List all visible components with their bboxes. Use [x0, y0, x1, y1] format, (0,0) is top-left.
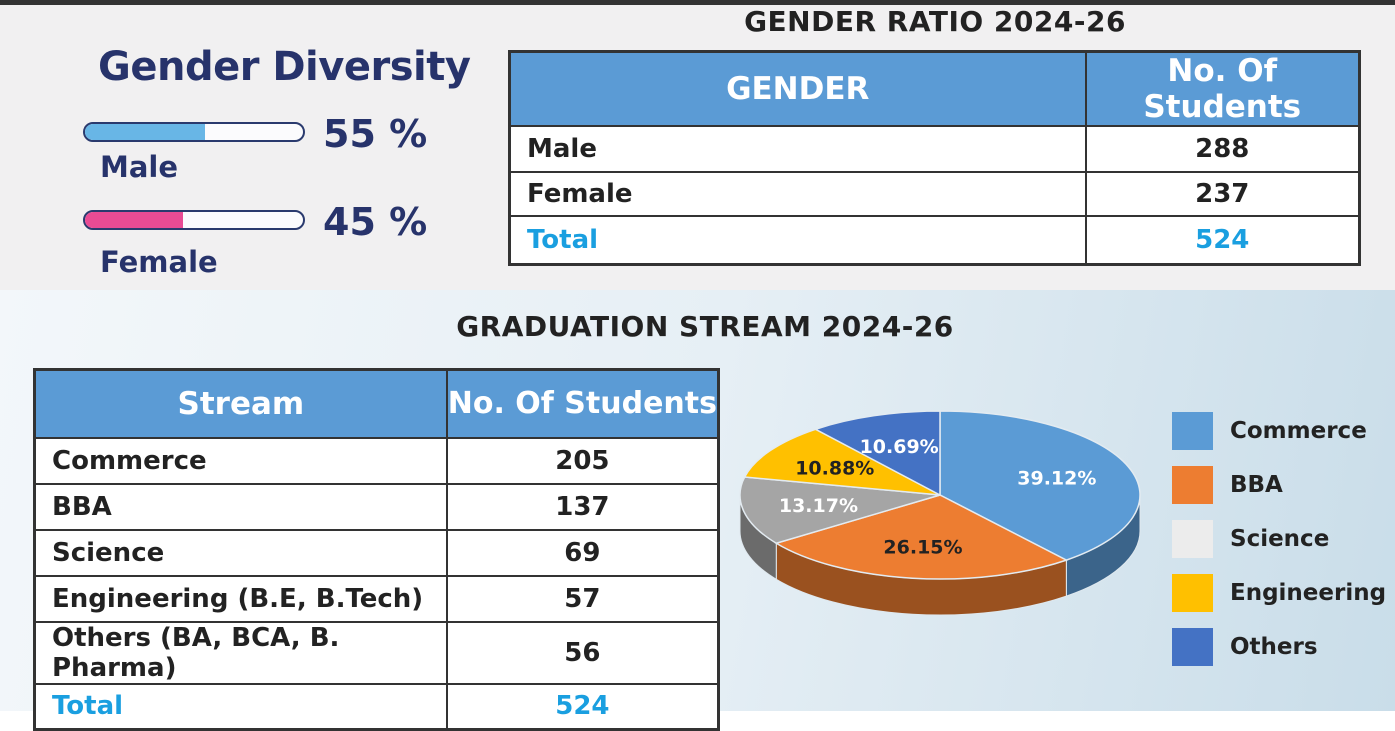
- table-total-row: Total 524: [508, 215, 1361, 265]
- legend-item-others: Others: [1172, 627, 1318, 667]
- graduation-stream-title: GRADUATION STREAM 2024-26: [456, 310, 954, 343]
- gender-diversity-title: Gender Diversity: [98, 44, 471, 90]
- table-header: GENDER No. Of Students: [508, 50, 1361, 127]
- gender-ratio-title: GENDER RATIO 2024-26: [744, 5, 1126, 38]
- pie-slice-science: [739, 476, 941, 545]
- table-row: Others (BA, BCA, B. Pharma) 56: [33, 620, 720, 685]
- pie-slice-commerce: [939, 410, 1141, 561]
- cell-count: 205: [445, 436, 720, 485]
- legend-label: Science: [1230, 526, 1330, 552]
- legend-swatch: [1172, 466, 1213, 504]
- cell-count: 237: [1084, 171, 1361, 217]
- table-row: Commerce 205: [33, 436, 720, 485]
- legend-item-engineering: Engineering: [1172, 573, 1386, 613]
- pie-data-label: 10.88%: [795, 457, 874, 479]
- table-row: BBA 137: [33, 482, 720, 531]
- cell-count: 69: [445, 528, 720, 577]
- table-header: Stream No. Of Students: [33, 368, 720, 439]
- male-percent: 55 %: [323, 112, 428, 156]
- column-header: Stream: [33, 368, 448, 439]
- cell-stream: Others (BA, BCA, B. Pharma): [33, 620, 448, 685]
- legend-label: Others: [1230, 634, 1318, 660]
- female-progress-fill: [85, 212, 184, 228]
- legend-label: BBA: [1230, 472, 1283, 498]
- legend-swatch: [1172, 574, 1213, 612]
- column-header: GENDER: [508, 50, 1087, 127]
- female-percent: 45 %: [323, 200, 428, 244]
- female-label: Female: [100, 245, 218, 279]
- cell-count: 137: [445, 482, 720, 531]
- pie-slice-engineering: [743, 428, 941, 496]
- cell-stream: Commerce: [33, 436, 448, 485]
- stream-pie-chart: 39.12% 26.15% 13.17% 10.88%10.69%: [739, 410, 1141, 616]
- table-row: Engineering (B.E, B.Tech) 57: [33, 574, 720, 623]
- cell-count: 288: [1084, 125, 1361, 173]
- cell-total-count: 524: [1084, 215, 1361, 265]
- cell-count: 57: [445, 574, 720, 623]
- legend-swatch: [1172, 628, 1213, 666]
- legend-label: Commerce: [1230, 418, 1367, 444]
- cell-stream: Engineering (B.E, B.Tech): [33, 574, 448, 623]
- pie-slice-bba: [774, 494, 1069, 580]
- legend-item-bba: BBA: [1172, 465, 1283, 505]
- male-label: Male: [100, 150, 179, 184]
- cell-gender: Female: [508, 171, 1087, 217]
- cell-gender: Male: [508, 125, 1087, 173]
- cell-count: 56: [445, 620, 720, 685]
- pie-data-label: 10.69%: [860, 436, 939, 458]
- table-row: Female 237: [508, 171, 1361, 217]
- cell-stream: BBA: [33, 482, 448, 531]
- legend-item-science: Science: [1172, 519, 1329, 559]
- table-row: Male 288: [508, 125, 1361, 173]
- legend-item-commerce: Commerce: [1172, 411, 1367, 451]
- pie-slice-others: [813, 410, 941, 497]
- legend-swatch: [1172, 412, 1213, 450]
- cell-total-label: Total: [508, 215, 1087, 265]
- male-progress-bar: [83, 122, 305, 142]
- pie-data-label: 39.12%: [1017, 468, 1096, 490]
- female-progress-bar: [83, 210, 305, 230]
- pie-data-label: 26.15%: [883, 537, 962, 559]
- top-border: [0, 0, 1395, 5]
- gender-ratio-table: GENDER No. Of Students Male 288 Female 2…: [508, 50, 1361, 266]
- legend-label: Engineering: [1230, 580, 1387, 606]
- male-progress-fill: [85, 124, 205, 140]
- legend-swatch: [1172, 520, 1213, 558]
- table-row: Science 69: [33, 528, 720, 577]
- cell-stream: Science: [33, 528, 448, 577]
- pie-data-label: 13.17%: [779, 495, 858, 517]
- column-header: No. Of Students: [445, 368, 720, 439]
- column-header: No. Of Students: [1084, 50, 1361, 127]
